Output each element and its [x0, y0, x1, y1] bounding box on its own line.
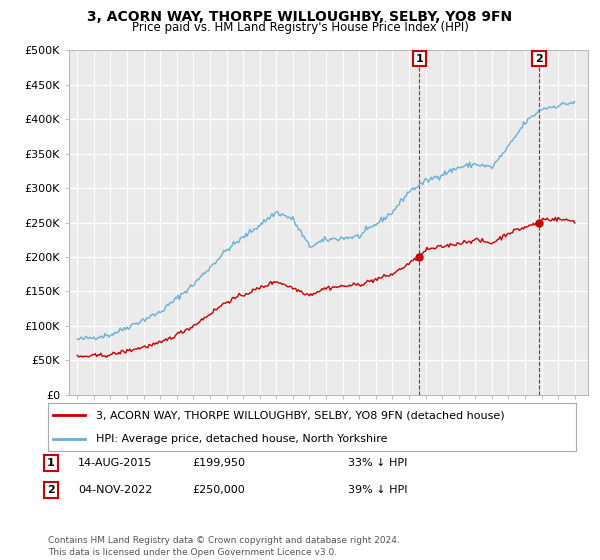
Text: 33% ↓ HPI: 33% ↓ HPI — [348, 458, 407, 468]
Text: Contains HM Land Registry data © Crown copyright and database right 2024.
This d: Contains HM Land Registry data © Crown c… — [48, 536, 400, 557]
Text: 2: 2 — [535, 54, 543, 64]
Text: 1: 1 — [415, 54, 423, 64]
Text: 14-AUG-2015: 14-AUG-2015 — [78, 458, 152, 468]
Text: 39% ↓ HPI: 39% ↓ HPI — [348, 485, 407, 495]
Text: £199,950: £199,950 — [192, 458, 245, 468]
Text: HPI: Average price, detached house, North Yorkshire: HPI: Average price, detached house, Nort… — [95, 434, 387, 444]
Text: 1: 1 — [47, 458, 55, 468]
Text: 3, ACORN WAY, THORPE WILLOUGHBY, SELBY, YO8 9FN: 3, ACORN WAY, THORPE WILLOUGHBY, SELBY, … — [88, 10, 512, 24]
Text: 2: 2 — [47, 485, 55, 495]
Text: 04-NOV-2022: 04-NOV-2022 — [78, 485, 152, 495]
Text: £250,000: £250,000 — [192, 485, 245, 495]
Text: Price paid vs. HM Land Registry's House Price Index (HPI): Price paid vs. HM Land Registry's House … — [131, 21, 469, 34]
Text: 3, ACORN WAY, THORPE WILLOUGHBY, SELBY, YO8 9FN (detached house): 3, ACORN WAY, THORPE WILLOUGHBY, SELBY, … — [95, 410, 504, 420]
